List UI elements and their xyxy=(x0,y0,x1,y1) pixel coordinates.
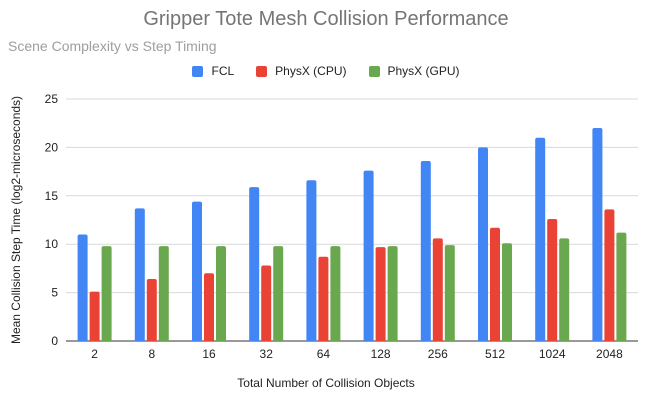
legend-label-physx-cpu: PhysX (CPU) xyxy=(275,64,347,78)
chart-subtitle: Scene Complexity vs Step Timing xyxy=(8,38,217,54)
legend: FCL PhysX (CPU) PhysX (GPU) xyxy=(0,64,652,78)
x-tick-label: 512 xyxy=(485,347,505,361)
bar xyxy=(158,246,169,341)
bar xyxy=(535,137,546,341)
bar xyxy=(375,247,386,341)
bar xyxy=(216,246,226,341)
y-tick-label: 10 xyxy=(45,237,59,251)
bar xyxy=(420,160,431,341)
x-tick-label: 32 xyxy=(260,347,274,361)
legend-item-physx-cpu: PhysX (CPU) xyxy=(256,64,347,78)
legend-swatch-physx-gpu xyxy=(368,65,380,77)
bar xyxy=(89,291,100,341)
x-axis-label: Total Number of Collision Objects xyxy=(237,376,415,390)
bar xyxy=(318,256,329,341)
legend-label-fcl: FCL xyxy=(211,64,235,78)
bar xyxy=(249,187,260,341)
legend-swatch-physx-cpu xyxy=(256,65,268,77)
bar xyxy=(616,232,627,341)
x-tick-label: 128 xyxy=(371,347,391,361)
bar xyxy=(478,147,488,341)
bar xyxy=(204,273,214,341)
x-tick-label: 8 xyxy=(148,347,155,361)
x-tick-label: 2048 xyxy=(596,347,623,361)
bar xyxy=(261,265,272,341)
x-tick-label: 1024 xyxy=(539,347,566,361)
y-tick-label: 15 xyxy=(45,189,59,203)
bar xyxy=(273,246,284,341)
bar xyxy=(387,246,398,341)
x-tick-label: 256 xyxy=(428,347,448,361)
bar xyxy=(559,238,570,341)
bar xyxy=(432,238,443,341)
bar xyxy=(330,246,341,341)
chart-title: Gripper Tote Mesh Collision Performance xyxy=(143,8,509,30)
bar xyxy=(363,170,374,341)
y-tick-label: 25 xyxy=(45,92,59,106)
bar xyxy=(77,234,88,341)
y-tick-label: 20 xyxy=(45,140,59,154)
legend-item-fcl: FCL xyxy=(192,64,234,78)
x-tick-label: 16 xyxy=(202,347,216,361)
y-axis-label: Mean Collision Step Time (log2-microseco… xyxy=(9,95,23,345)
bar xyxy=(604,209,615,341)
bar xyxy=(444,245,455,341)
bar xyxy=(134,208,145,341)
bar xyxy=(101,246,112,341)
legend-label-physx-gpu: PhysX (GPU) xyxy=(387,64,460,78)
legend-item-physx-gpu: PhysX (GPU) xyxy=(368,64,460,78)
bar xyxy=(502,243,512,341)
bar xyxy=(490,227,500,341)
bar xyxy=(592,128,603,341)
legend-swatch-fcl xyxy=(192,65,204,77)
x-tick-label: 2 xyxy=(91,347,98,361)
bar xyxy=(306,180,317,341)
y-tick-label: 5 xyxy=(51,286,58,300)
x-tick-label: 64 xyxy=(317,347,331,361)
bar xyxy=(547,219,558,341)
y-tick-label: 0 xyxy=(51,334,58,348)
bar xyxy=(146,279,157,341)
bar xyxy=(192,201,202,341)
